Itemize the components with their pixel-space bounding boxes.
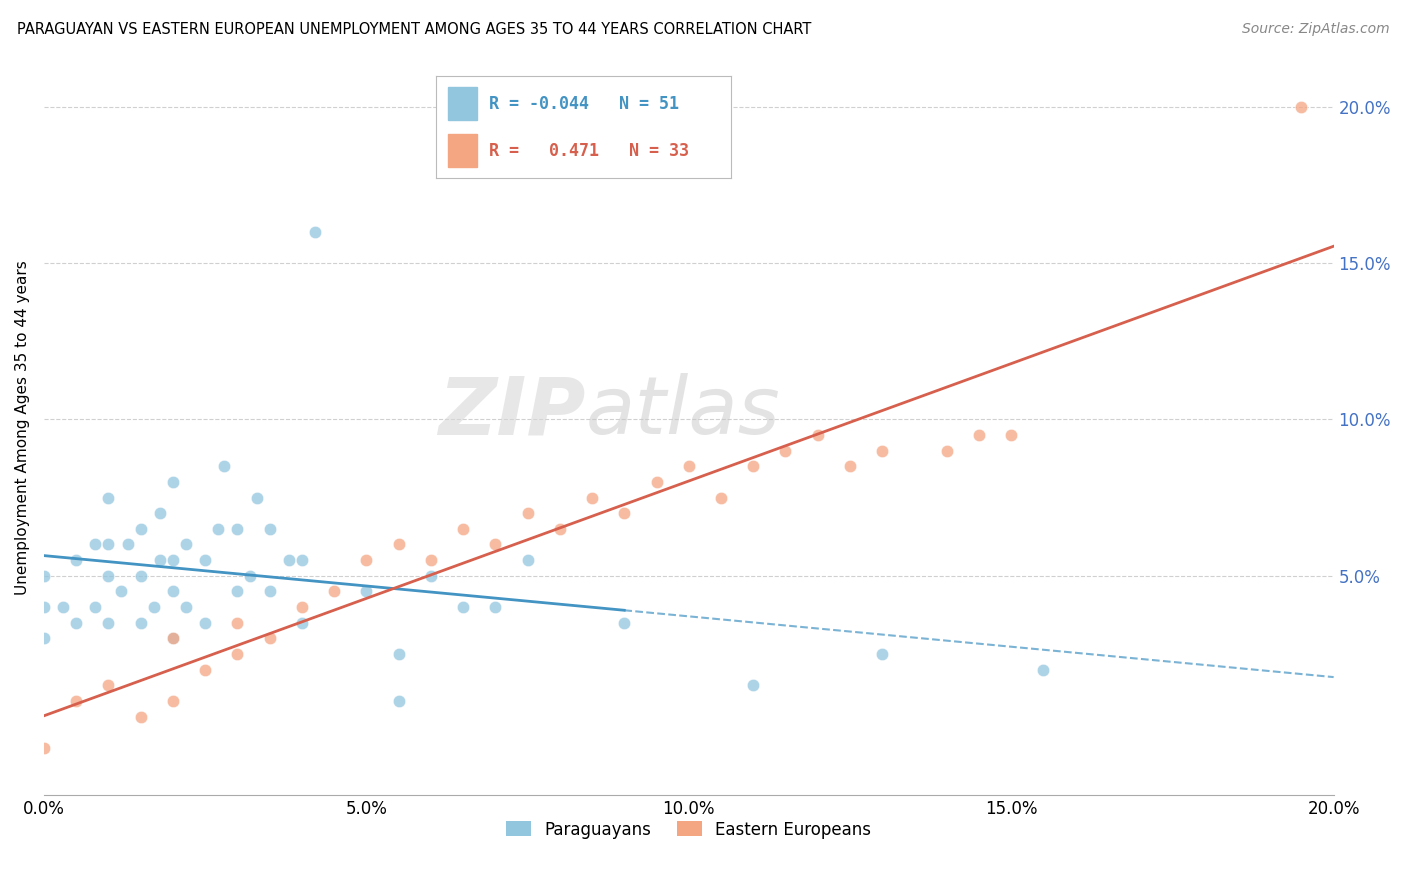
Point xyxy=(194,553,217,567)
Point xyxy=(65,553,87,567)
Point xyxy=(226,647,249,661)
Point xyxy=(149,553,172,567)
Point xyxy=(678,459,700,474)
Point xyxy=(194,615,217,630)
Point xyxy=(259,584,281,599)
Text: PARAGUAYAN VS EASTERN EUROPEAN UNEMPLOYMENT AMONG AGES 35 TO 44 YEARS CORRELATIO: PARAGUAYAN VS EASTERN EUROPEAN UNEMPLOYM… xyxy=(17,22,811,37)
Point xyxy=(142,600,165,615)
Point xyxy=(226,522,249,536)
Point xyxy=(278,553,301,567)
Point xyxy=(419,568,441,582)
Point xyxy=(226,584,249,599)
Point xyxy=(1032,663,1054,677)
Point xyxy=(129,568,152,582)
Point xyxy=(1291,99,1313,113)
Point xyxy=(129,522,152,536)
Point xyxy=(967,428,990,442)
Bar xyxy=(447,135,477,167)
Point xyxy=(226,615,249,630)
Point xyxy=(129,615,152,630)
Text: R = -0.044   N = 51: R = -0.044 N = 51 xyxy=(489,95,679,112)
Text: R =   0.471   N = 33: R = 0.471 N = 33 xyxy=(489,142,689,160)
Point xyxy=(419,553,441,567)
Point xyxy=(710,491,733,505)
Point xyxy=(484,537,506,551)
Point xyxy=(870,647,893,661)
Point xyxy=(516,506,538,520)
Point xyxy=(162,475,184,489)
Point xyxy=(1000,428,1022,442)
Point xyxy=(162,632,184,646)
Point xyxy=(304,225,326,239)
Point xyxy=(65,694,87,708)
Point xyxy=(174,537,197,551)
Point xyxy=(110,584,132,599)
Point xyxy=(291,553,314,567)
Point xyxy=(239,568,262,582)
Point xyxy=(214,459,236,474)
Point xyxy=(291,615,314,630)
Legend: Paraguayans, Eastern Europeans: Paraguayans, Eastern Europeans xyxy=(499,814,877,846)
Point xyxy=(259,632,281,646)
Point xyxy=(259,522,281,536)
Point xyxy=(84,600,107,615)
Point xyxy=(162,632,184,646)
Point xyxy=(451,600,474,615)
Point xyxy=(162,694,184,708)
Point xyxy=(117,537,139,551)
Point xyxy=(387,537,409,551)
Point xyxy=(32,740,55,755)
Point xyxy=(807,428,830,442)
Point xyxy=(97,568,120,582)
Point xyxy=(870,443,893,458)
Point xyxy=(613,506,636,520)
Point xyxy=(32,600,55,615)
Point xyxy=(162,584,184,599)
Point xyxy=(65,615,87,630)
Point xyxy=(162,553,184,567)
Point xyxy=(97,678,120,692)
Point xyxy=(742,459,765,474)
Point xyxy=(356,584,378,599)
Point xyxy=(323,584,346,599)
Point xyxy=(839,459,862,474)
Point xyxy=(548,522,571,536)
Point xyxy=(84,537,107,551)
Bar xyxy=(447,87,477,120)
Point xyxy=(387,694,409,708)
Point xyxy=(742,678,765,692)
Point xyxy=(129,709,152,723)
Point xyxy=(935,443,957,458)
Point xyxy=(194,663,217,677)
Point xyxy=(174,600,197,615)
Point xyxy=(97,491,120,505)
Point xyxy=(32,568,55,582)
Point xyxy=(581,491,603,505)
Point xyxy=(451,522,474,536)
Point xyxy=(775,443,797,458)
Point xyxy=(207,522,229,536)
Point xyxy=(516,553,538,567)
Y-axis label: Unemployment Among Ages 35 to 44 years: Unemployment Among Ages 35 to 44 years xyxy=(15,260,30,595)
Point xyxy=(32,632,55,646)
Point xyxy=(246,491,269,505)
Text: ZIP: ZIP xyxy=(439,374,585,451)
Point xyxy=(613,615,636,630)
Point xyxy=(387,647,409,661)
Point xyxy=(52,600,75,615)
Point xyxy=(484,600,506,615)
Point xyxy=(97,537,120,551)
Point xyxy=(291,600,314,615)
Text: Source: ZipAtlas.com: Source: ZipAtlas.com xyxy=(1241,22,1389,37)
Point xyxy=(149,506,172,520)
Text: atlas: atlas xyxy=(585,374,780,451)
Point xyxy=(356,553,378,567)
Point xyxy=(97,615,120,630)
Point xyxy=(645,475,668,489)
